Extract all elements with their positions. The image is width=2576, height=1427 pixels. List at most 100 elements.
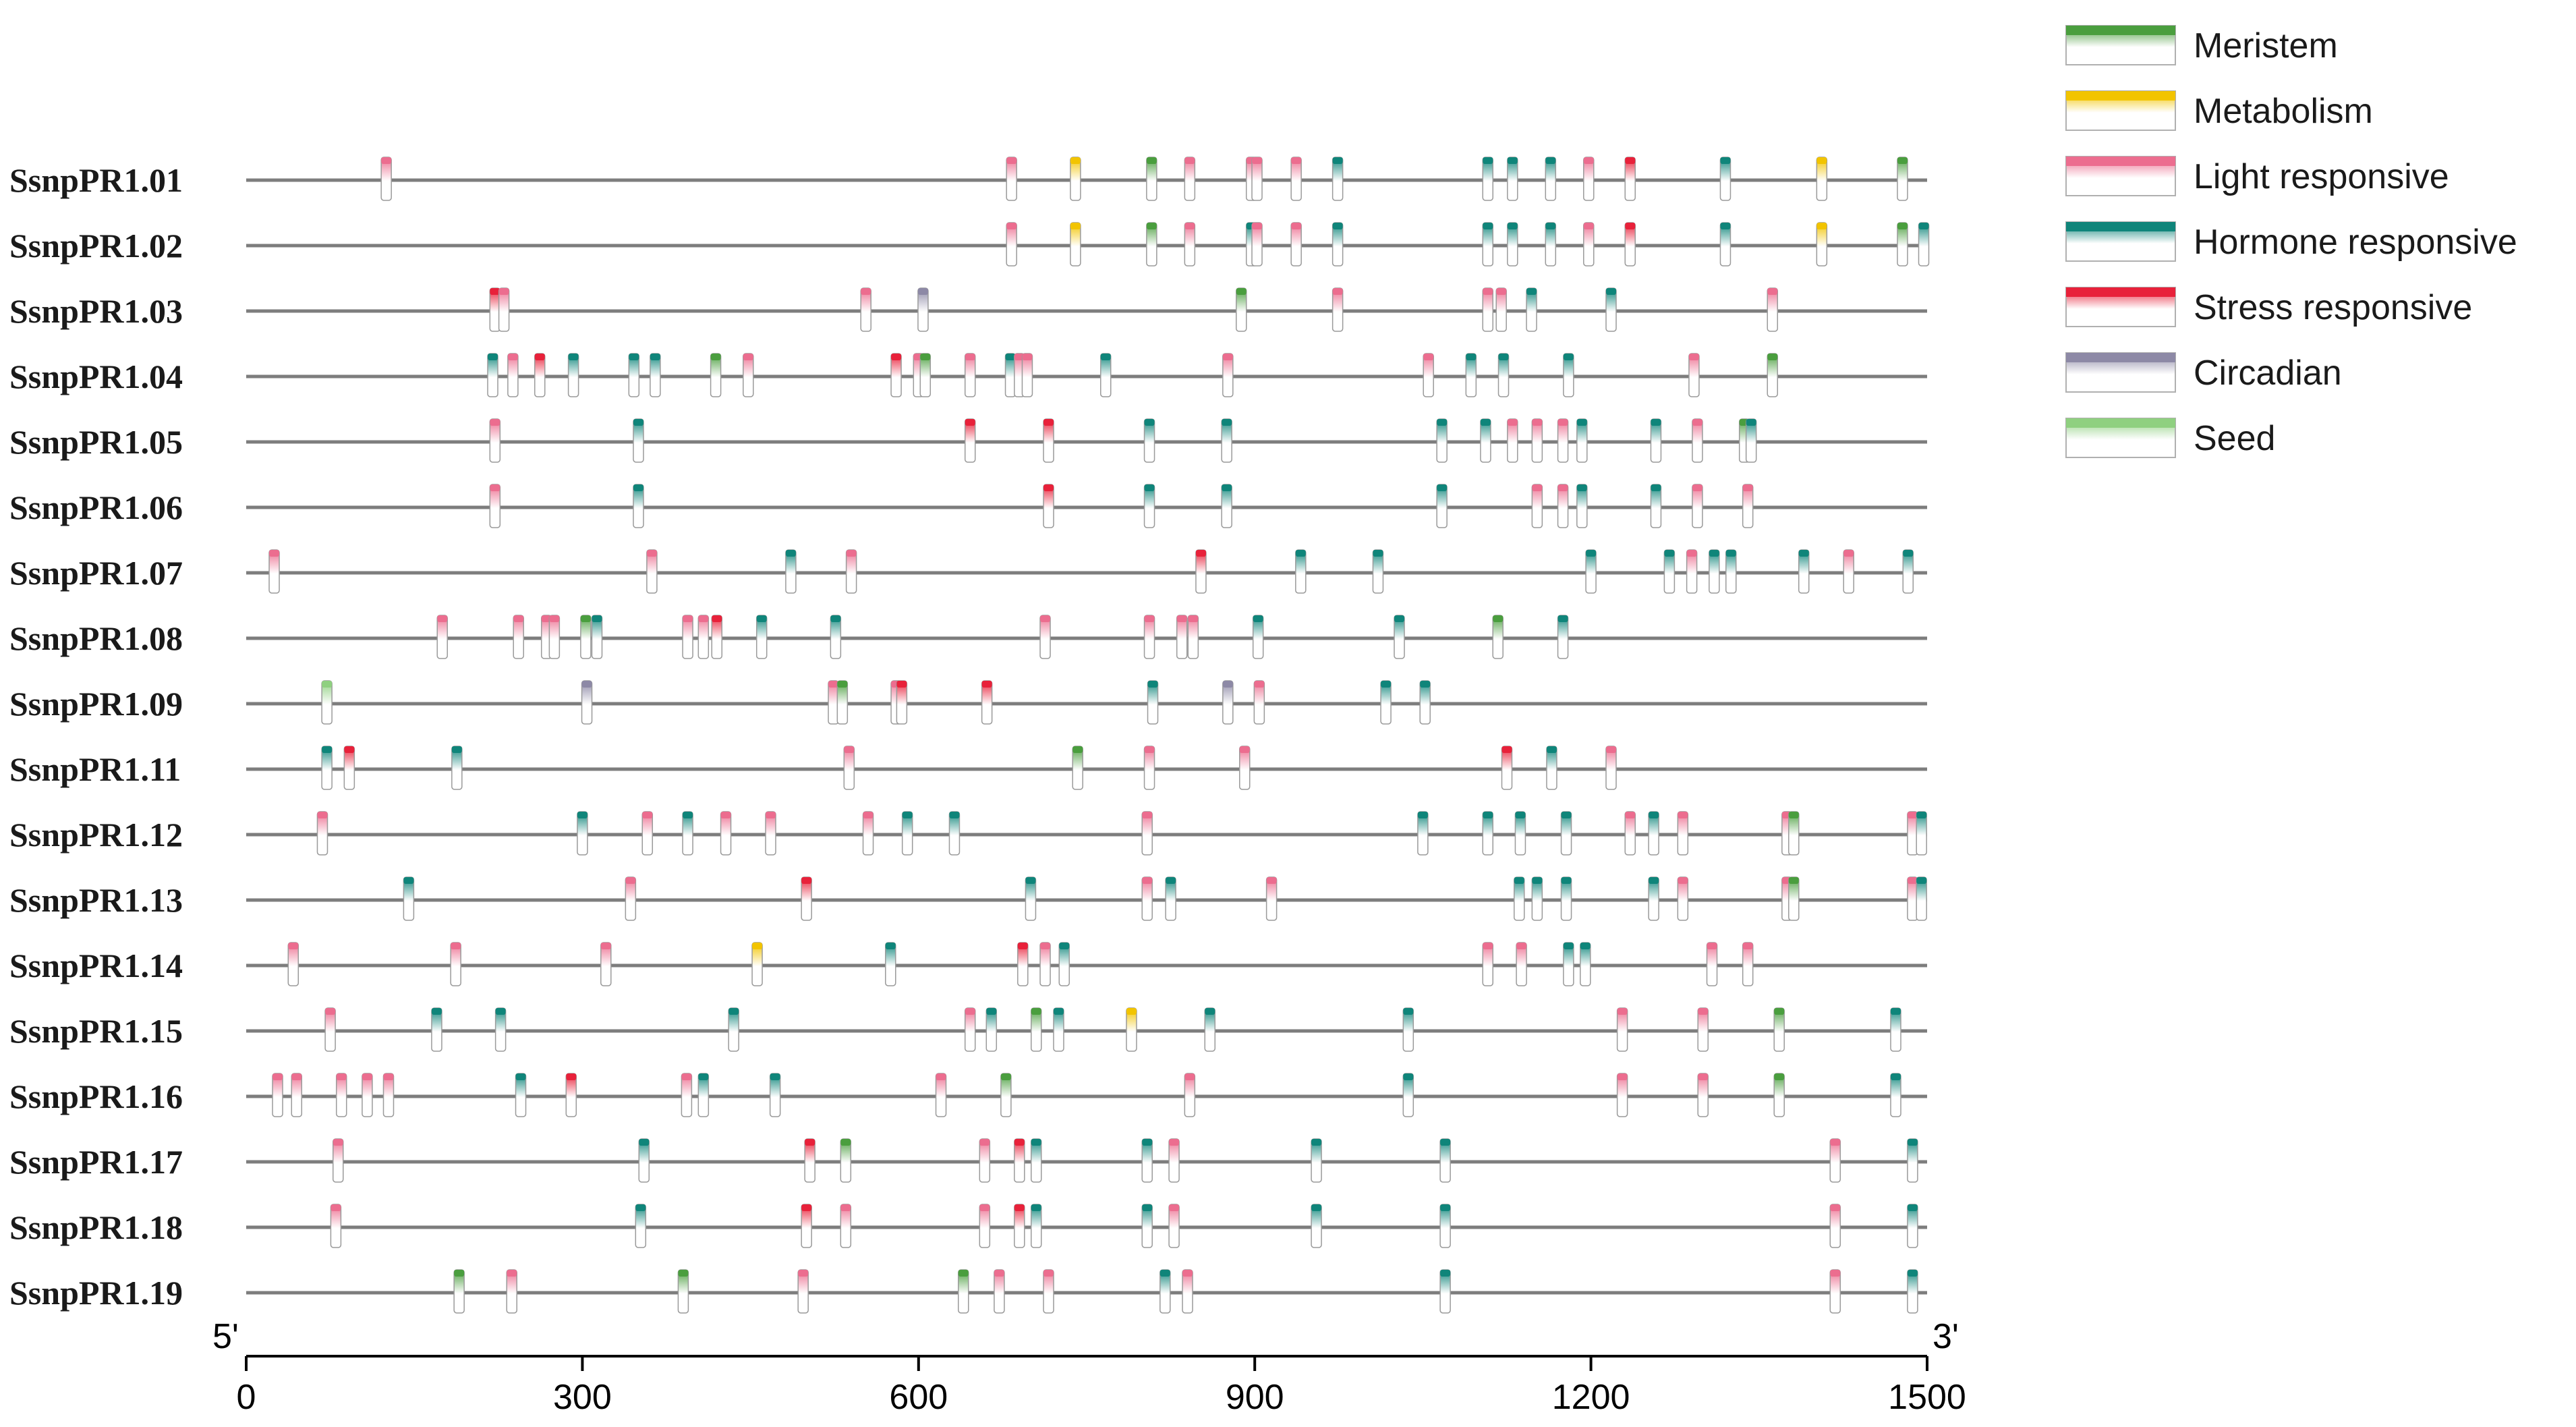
cis-element-hormone bbox=[638, 1138, 650, 1183]
cis-element-hormone bbox=[1204, 1007, 1215, 1052]
cis-element-hormone bbox=[1436, 418, 1448, 463]
cis-element-hormone bbox=[1545, 157, 1557, 201]
axis-tick-label: 300 bbox=[553, 1378, 612, 1417]
cis-element-hormone bbox=[1439, 1204, 1451, 1248]
cis-element-hormone bbox=[1890, 1073, 1901, 1117]
cis-element-hormone bbox=[1507, 157, 1518, 201]
cis-element-meristem bbox=[453, 1269, 465, 1314]
cis-element-light bbox=[1829, 1269, 1841, 1314]
cis-element-light bbox=[625, 876, 637, 921]
cis-element-meristem bbox=[1146, 157, 1157, 201]
cis-element-circadian bbox=[1222, 680, 1234, 725]
gene-label: SsnpPR1.08 bbox=[9, 619, 183, 657]
cis-element-light bbox=[1182, 1269, 1193, 1314]
cis-element-meristem bbox=[1492, 615, 1504, 659]
cis-element-meristem bbox=[677, 1269, 689, 1314]
cis-element-light bbox=[1677, 811, 1689, 856]
cis-element-light bbox=[1829, 1138, 1841, 1183]
cis-element-hormone bbox=[635, 1204, 647, 1248]
cis-element-light bbox=[506, 1269, 517, 1314]
legend-swatch bbox=[2065, 90, 2176, 131]
cis-element-light bbox=[797, 1269, 809, 1314]
cis-element-light bbox=[743, 353, 754, 397]
cis-element-hormone bbox=[1650, 484, 1662, 528]
cis-element-hormone bbox=[1221, 418, 1232, 463]
cis-element-light bbox=[1843, 549, 1854, 594]
cis-element-hormone bbox=[1514, 811, 1526, 856]
gene-label: SsnpPR1.18 bbox=[9, 1208, 183, 1246]
cis-element-hormone bbox=[451, 746, 463, 790]
cis-element-light bbox=[1907, 811, 1918, 856]
cis-element-light bbox=[335, 1073, 347, 1117]
legend-label: Light responsive bbox=[2194, 157, 2449, 196]
cis-element-light bbox=[1187, 615, 1199, 659]
legend-item-meristem: Meristem bbox=[2065, 25, 2338, 65]
cis-element-light bbox=[1767, 287, 1778, 332]
cis-element-light bbox=[268, 549, 280, 594]
gene-label: SsnpPR1.14 bbox=[9, 947, 183, 984]
cis-element-hormone bbox=[1526, 287, 1537, 332]
cis-element-hormone bbox=[633, 484, 644, 528]
cis-element-hormone bbox=[1380, 680, 1392, 725]
cis-element-metabolism bbox=[751, 942, 763, 986]
cis-element-light bbox=[1423, 353, 1434, 397]
cis-element-light bbox=[1143, 746, 1155, 790]
cis-element-meristem bbox=[1236, 287, 1247, 332]
cis-element-hormone bbox=[728, 1007, 739, 1052]
cis-element-hormone bbox=[577, 811, 588, 856]
cis-element-hormone bbox=[1402, 1007, 1414, 1052]
cis-element-meristem bbox=[1072, 746, 1083, 790]
cis-element-light bbox=[1583, 157, 1595, 201]
cis-element-hormone bbox=[1143, 418, 1155, 463]
cis-element-hormone bbox=[1560, 876, 1572, 921]
cis-element-hormone bbox=[1546, 746, 1557, 790]
cis-element-hormone bbox=[1580, 942, 1591, 986]
axis-tick-label: 1500 bbox=[1888, 1378, 1966, 1417]
cis-element-stress bbox=[1195, 549, 1207, 594]
cis-element-hormone bbox=[1465, 353, 1477, 397]
cis-element-light bbox=[332, 1138, 344, 1183]
cis-element-stress bbox=[1624, 157, 1636, 201]
cis-element-hormone bbox=[1563, 353, 1574, 397]
legend-swatch bbox=[2065, 352, 2176, 393]
axis-tick-label: 900 bbox=[1226, 1378, 1284, 1417]
cis-element-stress bbox=[801, 1204, 812, 1248]
cis-element-stress bbox=[1014, 1204, 1025, 1248]
gene-label: SsnpPR1.17 bbox=[9, 1143, 183, 1181]
cis-element-hormone bbox=[1141, 1138, 1153, 1183]
cis-element-light bbox=[1039, 615, 1051, 659]
cis-element-hormone bbox=[1745, 418, 1757, 463]
cis-element-light bbox=[1686, 549, 1698, 594]
cis-element-light bbox=[964, 353, 976, 397]
cis-element-hormone bbox=[1907, 1269, 1918, 1314]
cis-element-light bbox=[1006, 222, 1017, 267]
cis-element-light bbox=[682, 615, 693, 659]
cis-element-hormone bbox=[1482, 811, 1494, 856]
cis-element-hormone bbox=[1439, 1269, 1451, 1314]
cis-element-hormone bbox=[1058, 942, 1070, 986]
cis-element-hormone bbox=[1576, 484, 1588, 528]
gene-row: SsnpPR1.18 bbox=[9, 1204, 1927, 1248]
legend: Meristem Metabolism Light responsive Hormon… bbox=[2065, 25, 2517, 458]
cis-element-light bbox=[1706, 942, 1718, 986]
cis-element-light bbox=[1251, 157, 1263, 201]
cis-element-meristem bbox=[1773, 1007, 1785, 1052]
cis-element-light bbox=[840, 1204, 852, 1248]
cis-element-light bbox=[1184, 157, 1196, 201]
cis-element-light bbox=[994, 1269, 1005, 1314]
cis-element-hormone bbox=[1605, 287, 1617, 332]
cis-element-hormone bbox=[494, 1007, 507, 1052]
cis-element-light bbox=[1742, 942, 1754, 986]
gene-label: SsnpPR1.15 bbox=[9, 1012, 183, 1050]
legend-item-hormone: Hormone responsive bbox=[2065, 221, 2517, 262]
cis-element-light bbox=[1168, 1204, 1180, 1248]
cis-element-metabolism bbox=[1070, 222, 1081, 267]
cis-element-hormone bbox=[515, 1073, 527, 1117]
cis-element-light bbox=[1742, 484, 1754, 528]
cis-element-light bbox=[1688, 353, 1700, 397]
cis-element-light bbox=[507, 353, 519, 397]
cis-element-stress bbox=[534, 353, 546, 397]
cis-element-stress bbox=[1017, 942, 1029, 986]
cis-element-light bbox=[1238, 746, 1251, 790]
cis-element-light bbox=[498, 287, 510, 332]
